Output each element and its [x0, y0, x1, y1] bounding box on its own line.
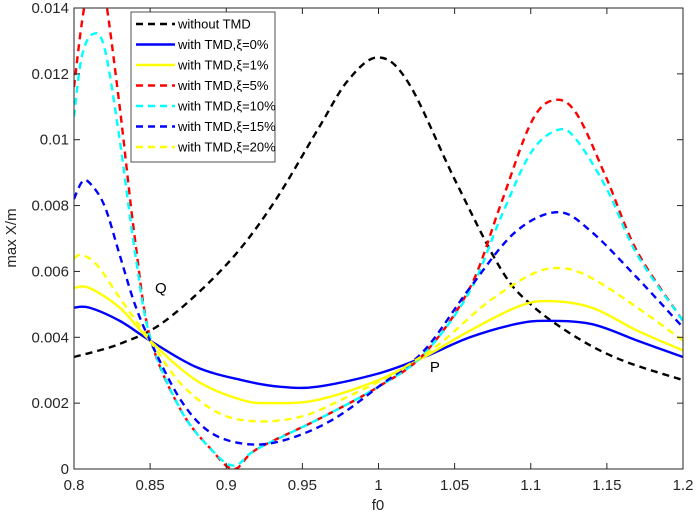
annotation-q: Q — [155, 280, 167, 297]
y-tick-label: 0.014 — [31, 0, 69, 17]
series-line-1 — [74, 305, 683, 390]
x-tick-label: 0.9 — [216, 477, 237, 494]
x-tick-label: 1.15 — [592, 477, 621, 494]
x-tick-label: 1.2 — [673, 477, 694, 494]
y-tick-label: 0.006 — [31, 263, 69, 280]
x-tick-label: 1.05 — [440, 477, 469, 494]
x-tick-label: 0.8 — [64, 477, 85, 494]
legend-label: with TMD,ξ=20% — [177, 140, 276, 155]
y-axis-title: max X/m — [3, 208, 20, 267]
y-tick-label: 0.01 — [40, 132, 69, 149]
series-line-6 — [74, 253, 683, 423]
series-line-2 — [74, 285, 683, 405]
x-tick-label: 0.95 — [288, 477, 317, 494]
series-layer — [74, 8, 683, 469]
legend-label: with TMD,ξ=0% — [177, 37, 269, 52]
x-tick-label: 0.85 — [136, 477, 165, 494]
legend-box — [130, 11, 276, 163]
y-tick-label: 0.012 — [31, 66, 69, 83]
legend-label: with TMD,ξ=1% — [177, 58, 269, 73]
legend-label: with TMD,ξ=5% — [177, 78, 269, 93]
x-axis: 0.8 0.85 0.9 0.95 1 1.05 1.1 1.15 1.2 — [64, 8, 694, 494]
y-tick-label: 0.008 — [31, 198, 69, 215]
y-axis: 0 0.002 0.004 0.006 0.008 0.01 0.012 0.014 — [31, 0, 683, 478]
y-tick-label: 0 — [61, 461, 69, 478]
y-tick-label: 0.002 — [31, 395, 69, 412]
series-line-5 — [74, 178, 683, 446]
x-axis-title: f0 — [372, 497, 385, 514]
series-line-3 — [74, 8, 683, 469]
x-tick-label: 1.1 — [520, 477, 541, 494]
legend: without TMD with TMD,ξ=0% with TMD,ξ=1% wit… — [130, 11, 276, 163]
legend-label: with TMD,ξ=15% — [177, 119, 276, 134]
series-line-0 — [74, 56, 683, 382]
x-tick-label: 1 — [374, 477, 382, 494]
y-tick-label: 0.004 — [31, 329, 69, 346]
legend-label: without TMD — [177, 17, 251, 32]
annotation-p: P — [430, 359, 440, 376]
legend-label: with TMD,ξ=10% — [177, 99, 276, 114]
